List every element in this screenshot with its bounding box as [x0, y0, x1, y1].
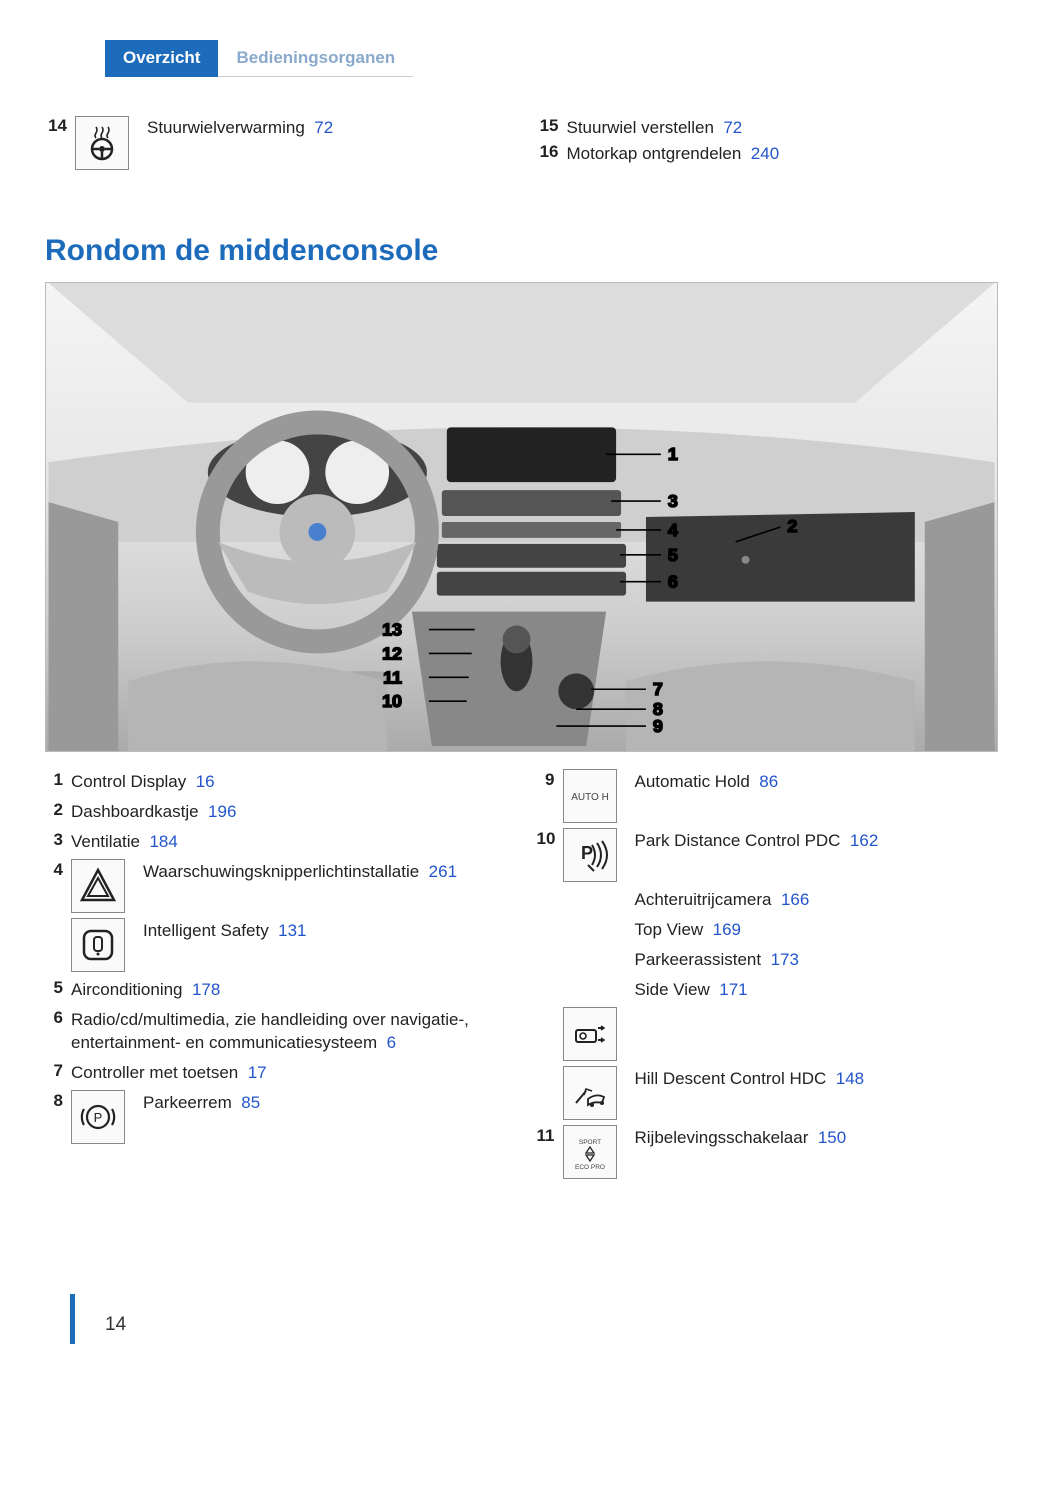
item-text: Controller met toetsen 17 — [71, 1060, 507, 1085]
svg-text:1: 1 — [668, 444, 678, 464]
item-text: Stuurwielverwarming 72 — [147, 116, 507, 138]
item-text: Top View 169 — [635, 917, 999, 942]
item-text: Achteruitrijcamera 166 — [635, 887, 999, 912]
page-ref[interactable]: 162 — [850, 831, 878, 850]
svg-text:ECO PRO: ECO PRO — [575, 1164, 605, 1171]
page-ref[interactable]: 169 — [713, 920, 741, 939]
item-text: Stuurwiel verstellen 72 — [567, 116, 999, 138]
tab-overview: Overzicht — [105, 40, 218, 77]
item-text: Side View 171 — [635, 977, 999, 1002]
tab-controls: Bedieningsorganen — [218, 40, 413, 77]
item-number: 4 — [45, 859, 71, 882]
item-text: Park Distance Control PDC 162 — [635, 828, 999, 853]
item-number: 1 — [45, 769, 71, 792]
parking-brake-icon: P — [71, 1090, 125, 1144]
breadcrumb-tabs: Overzicht Bedieningsorganen — [105, 40, 998, 77]
page-ref[interactable]: 72 — [314, 118, 333, 137]
item-number: 8 — [45, 1090, 71, 1113]
svg-text:SPORT: SPORT — [578, 1139, 600, 1146]
svg-text:10: 10 — [382, 691, 402, 711]
item-text: Rijbelevingsschakelaar 150 — [635, 1125, 999, 1150]
page-ref[interactable]: 148 — [836, 1069, 864, 1088]
item-text: Waarschuwingsknipperlichtin­stallatie 26… — [143, 859, 507, 884]
item-number: 2 — [45, 799, 71, 822]
page-ref[interactable]: 261 — [429, 862, 457, 881]
page-ref[interactable]: 240 — [751, 144, 779, 163]
side-view-icon — [563, 1007, 617, 1061]
page-number: 14 — [45, 1314, 998, 1336]
item-text: Parkeerrem 85 — [143, 1090, 507, 1115]
page-ref[interactable]: 150 — [818, 1128, 846, 1147]
item-text: Automatic Hold 86 — [635, 769, 999, 794]
item-number: 16 — [537, 142, 567, 162]
item-number: 11 — [537, 1125, 563, 1148]
item-number: 14 — [45, 116, 75, 136]
svg-text:P: P — [94, 1110, 103, 1125]
page-ref[interactable]: 85 — [241, 1093, 260, 1112]
hazard-icon — [71, 859, 125, 913]
page-ref[interactable]: 178 — [192, 980, 220, 999]
svg-text:4: 4 — [668, 520, 678, 540]
pdc-icon: P — [563, 828, 617, 882]
item-number: 3 — [45, 829, 71, 852]
svg-text:9: 9 — [653, 716, 663, 736]
page-ref[interactable]: 131 — [278, 921, 306, 940]
item-number: 10 — [537, 828, 563, 851]
item-number: 9 — [537, 769, 563, 792]
item-text: Radio/cd/multimedia, zie handleiding ove… — [71, 1007, 507, 1055]
item-number: 7 — [45, 1060, 71, 1083]
page-ref[interactable]: 173 — [771, 950, 799, 969]
steering-heat-icon — [75, 116, 129, 170]
page-ref[interactable]: 184 — [149, 832, 177, 851]
drive-mode-icon: SPORT ECO PRO — [563, 1125, 617, 1179]
svg-text:6: 6 — [668, 572, 678, 592]
item-text: Motorkap ontgrendelen 240 — [567, 142, 999, 164]
console-illustration: 1 2 3 4 5 6 7 8 9 13 12 11 10 — [45, 282, 998, 752]
auto-h-icon: AUTO H — [563, 769, 617, 823]
item-text: Ventilatie 184 — [71, 829, 507, 854]
item-text: Intelligent Safety 131 — [143, 918, 507, 943]
page-ref[interactable]: 72 — [723, 118, 742, 137]
item-text: Dashboardkastje 196 — [71, 799, 507, 824]
svg-text:12: 12 — [382, 643, 402, 663]
svg-text:P: P — [581, 843, 593, 863]
item-text: Control Display 16 — [71, 769, 507, 794]
page-ref[interactable]: 16 — [196, 772, 215, 791]
page-ref[interactable]: 196 — [208, 802, 236, 821]
svg-text:2: 2 — [787, 516, 797, 536]
item-text: Hill Descent Control HDC 148 — [635, 1066, 999, 1091]
item-text: Airconditioning 178 — [71, 977, 507, 1002]
svg-text:3: 3 — [668, 491, 678, 511]
svg-text:5: 5 — [668, 545, 678, 565]
item-number: 15 — [537, 116, 567, 136]
intelligent-safety-icon — [71, 918, 125, 972]
page-ref[interactable]: 17 — [248, 1063, 267, 1082]
section-title: Rondom de middenconsole — [45, 234, 998, 268]
svg-text:7: 7 — [653, 679, 663, 699]
svg-text:AUTO H: AUTO H — [571, 792, 609, 803]
svg-text:13: 13 — [382, 619, 402, 639]
hdc-icon — [563, 1066, 617, 1120]
item-text: Parkeerassistent 173 — [635, 947, 999, 972]
page-ref[interactable]: 86 — [759, 772, 778, 791]
page-ref[interactable]: 166 — [781, 890, 809, 909]
item-number: 6 — [45, 1007, 71, 1030]
page-ref[interactable]: 171 — [719, 980, 747, 999]
item-number: 5 — [45, 977, 71, 1000]
page-ref[interactable]: 6 — [387, 1033, 396, 1052]
svg-text:11: 11 — [383, 667, 402, 687]
